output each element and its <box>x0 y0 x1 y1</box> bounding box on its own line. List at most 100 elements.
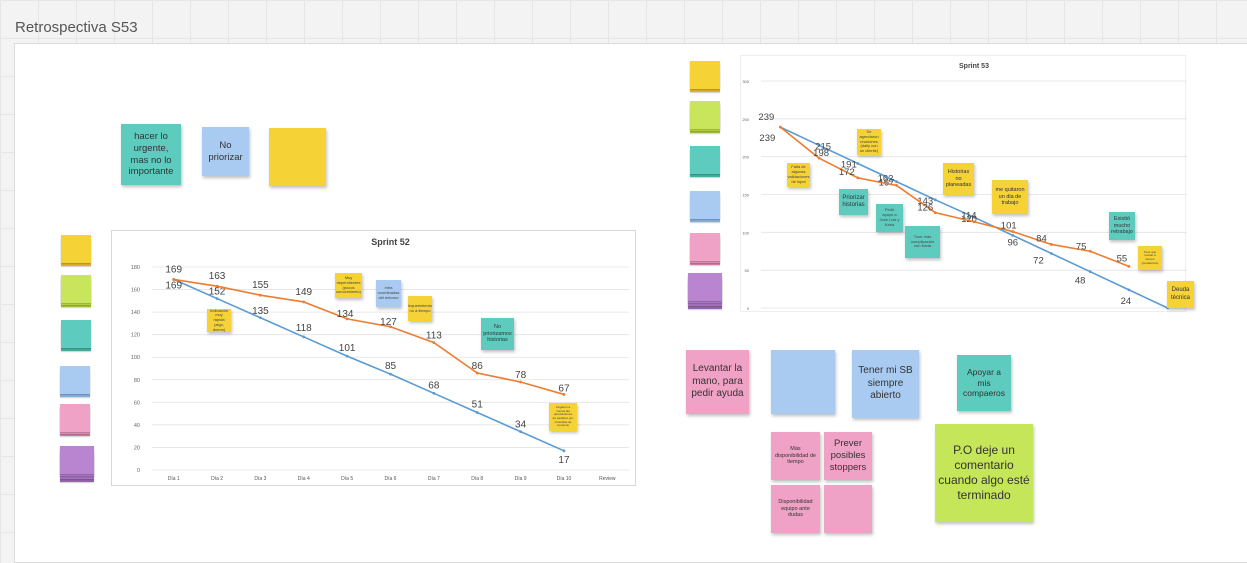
annotation-note[interactable]: Llegaron a menos las aprobaciones de san… <box>549 403 577 431</box>
y-tick-label: 180 <box>131 265 140 271</box>
data-point <box>1088 249 1092 253</box>
sticky-note-stack-icon[interactable] <box>690 191 722 222</box>
data-label: 169 <box>165 280 182 291</box>
data-label: 120 <box>961 214 977 225</box>
data-point <box>302 300 306 304</box>
data-label: 24 <box>1121 296 1132 307</box>
annotation-note[interactable]: Existió mucho retrabajo <box>1109 212 1135 240</box>
sticky-note-stack-icon[interactable] <box>61 320 93 351</box>
x-tick-label: Día 7 <box>428 476 440 482</box>
x-tick-label: Día 5 <box>341 476 353 482</box>
sticky-note-tener[interactable]: Tener mi SB siempre abierto <box>852 350 919 418</box>
data-point <box>259 293 262 297</box>
annotation-note[interactable]: Se agendaron reuniones (daily con un cli… <box>857 129 881 155</box>
sticky-note-blank-pink[interactable] <box>824 485 872 533</box>
x-tick-label: Review <box>599 476 616 482</box>
data-label: 169 <box>165 264 182 275</box>
sticky-note-disponibilidad-equipo[interactable]: Disponibilidad equipo ante dudas <box>771 485 820 533</box>
sticky-note-stack-icon[interactable] <box>60 404 92 436</box>
data-label: 152 <box>209 287 226 298</box>
y-tick-label: 100 <box>742 230 749 235</box>
data-label: 126 <box>917 203 933 214</box>
annotation-note[interactable]: Priorizar historias <box>839 189 868 215</box>
annotation-note[interactable]: Deuda técnica <box>1167 281 1194 308</box>
y-tick-label: 0 <box>137 468 140 474</box>
data-label: 113 <box>426 331 442 342</box>
annotation-note[interactable]: Pedir apoyo a Jose Luis y Karla <box>876 204 903 232</box>
data-label: 198 <box>813 148 829 159</box>
data-point <box>1011 230 1015 233</box>
data-label: 163 <box>209 271 226 282</box>
x-tick-label: Día 3 <box>254 476 266 482</box>
x-tick-label: Día 10 <box>557 476 572 482</box>
x-tick-label: Día 8 <box>471 476 483 482</box>
data-label: 127 <box>380 317 397 328</box>
sticky-note-levantar[interactable]: Levantar la mano, para pedir ayuda <box>686 350 749 414</box>
sticky-note-stack-icon[interactable] <box>60 366 92 397</box>
annotation-note[interactable]: me quitaron un dia de trabajo <box>992 180 1028 214</box>
sticky-note-stack-icon[interactable] <box>690 101 722 133</box>
data-label: 68 <box>428 380 440 391</box>
annotation-note[interactable]: Intra coordinadas del entorno <box>376 280 401 307</box>
sticky-note-blank-blue[interactable] <box>771 350 835 414</box>
annotation-note[interactable]: Indicación muy rápida (algo, dueno) <box>207 309 231 332</box>
annotation-note[interactable]: Falta de algunas validaciones de input <box>787 163 810 187</box>
data-label: 75 <box>1076 241 1087 252</box>
sticky-note-apoyar[interactable]: Apoyar a mis compaeros <box>957 355 1011 411</box>
sticky-note-stack-icon[interactable] <box>60 446 96 482</box>
sticky-note-stack-icon[interactable] <box>690 61 722 92</box>
data-label: 143 <box>917 196 933 207</box>
data-label: 239 <box>758 112 774 123</box>
sticky-note-blank-yellow[interactable] <box>269 128 326 186</box>
data-point <box>519 380 522 384</box>
data-label: 215 <box>815 141 831 152</box>
sticky-note-stack-icon[interactable] <box>690 146 722 177</box>
y-tick-label: 160 <box>131 288 140 294</box>
data-point <box>933 211 937 215</box>
annotation-note[interactable]: Tuve que revisar a tiempo (pendientes) <box>1138 246 1162 270</box>
data-point <box>519 430 522 434</box>
data-point <box>215 297 219 300</box>
sticky-note-mas-disponibilidad[interactable]: Más disponibilidad de tiempo <box>771 432 820 480</box>
chart-title: Sprint 53 <box>959 63 989 70</box>
data-point <box>562 449 566 453</box>
data-label: 101 <box>1001 221 1017 232</box>
data-point <box>817 156 821 160</box>
data-label: 48 <box>1075 276 1086 287</box>
y-tick-label: 150 <box>742 193 749 198</box>
series-line <box>173 278 565 396</box>
data-label: 162 <box>878 173 894 184</box>
annotation-note[interactable]: Requerimientos no a tiempo <box>408 296 432 321</box>
x-tick-label: Día 1 <box>168 476 180 482</box>
y-tick-label: 120 <box>131 333 140 339</box>
data-point <box>895 184 898 187</box>
data-point <box>562 393 566 396</box>
data-label: 239 <box>759 133 775 144</box>
y-tick-label: 140 <box>131 310 140 316</box>
data-point <box>895 180 898 184</box>
annotation-note[interactable]: No priorizamos historias <box>481 318 514 350</box>
data-point <box>302 335 306 339</box>
sticky-note-urgente[interactable]: hacer lo urgente, mas no lo importante <box>121 124 181 185</box>
y-tick-label: 80 <box>134 378 140 384</box>
sticky-note-stack-icon[interactable] <box>688 273 724 309</box>
board-title: Retrospectiva S53 <box>15 19 138 36</box>
annotation-note[interactable]: Muy dependientes (pocos conocimiento) <box>335 273 362 298</box>
data-point <box>1050 243 1053 246</box>
data-point <box>856 176 860 180</box>
sticky-note-po[interactable]: P.O deje un comentario cuando algo esté … <box>935 424 1033 522</box>
sticky-note-stack-icon[interactable] <box>61 275 93 307</box>
data-point <box>972 220 976 224</box>
x-tick-label: Día 4 <box>298 476 310 482</box>
sprint-52-chart[interactable]: Sprint 52 0 20 40 60 80 100 120 140 160 180 Día 1 Dí… <box>111 230 636 486</box>
sticky-note-no-priorizar[interactable]: No priorizar <box>202 127 249 176</box>
y-tick-label: 40 <box>134 423 140 429</box>
y-tick-label: 300 <box>742 79 749 84</box>
data-label: 149 <box>295 287 312 298</box>
data-point <box>1088 270 1092 274</box>
annotation-note[interactable]: Historias no planeadas <box>943 163 974 195</box>
annotation-note[interactable]: Tuve más complicación con Karla <box>905 226 940 258</box>
sticky-note-stack-icon[interactable] <box>61 235 93 266</box>
sticky-note-stack-icon[interactable] <box>690 233 722 265</box>
sticky-note-prever[interactable]: Prever posibles stoppers <box>824 432 872 480</box>
